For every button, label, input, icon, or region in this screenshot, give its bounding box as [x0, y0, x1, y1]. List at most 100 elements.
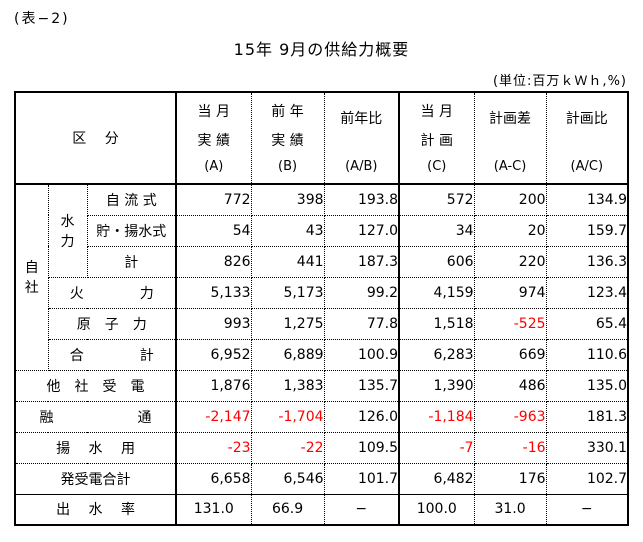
cell-value: 993	[175, 307, 252, 340]
page-title: 15年 9月の供給力概要	[233, 40, 410, 59]
header-yoy-ratio: 前年比 (A/B)	[323, 91, 401, 185]
cell-value: 669	[473, 338, 547, 371]
row-label: 火 力	[47, 276, 178, 309]
cell-value: 486	[473, 369, 547, 402]
cell-value: -1,704	[250, 400, 325, 433]
row-label: 揚 水 用	[14, 431, 178, 464]
cell-value: 66.9	[250, 493, 325, 526]
row-label: 自 流 式	[86, 183, 178, 216]
cell-value: 6,482	[398, 462, 475, 495]
cell-value: 123.4	[545, 276, 629, 309]
header-previous-year-actual: 前 年 実 績 (B)	[250, 91, 325, 185]
header-plan-ratio: 計画比 (A/C)	[545, 91, 629, 185]
cell-value: -7	[398, 431, 475, 464]
cell-value: 110.6	[545, 338, 629, 371]
header-row: 区 分 当 月 実 績 (A) 前 年 実 績 (B)	[14, 91, 629, 185]
cell-value: 135.7	[323, 369, 401, 402]
row-label: 計	[86, 245, 178, 278]
row-label: 貯・揚水式	[86, 214, 178, 247]
cell-value: 159.7	[545, 214, 629, 247]
cell-value: 5,133	[175, 276, 252, 309]
unit-note: (単位:百万ｋＷｈ,%)	[492, 74, 627, 89]
cell-value: -525	[473, 307, 547, 340]
cell-value: 5,173	[250, 276, 325, 309]
cell-value: -1,184	[398, 400, 475, 433]
cell-value: 772	[175, 183, 252, 216]
cell-value: 193.8	[323, 183, 401, 216]
cell-value: 826	[175, 245, 252, 278]
table-number-label: (表−2)	[14, 11, 70, 27]
cell-value: -22	[250, 431, 325, 464]
row-label: 発受電合計	[14, 462, 178, 495]
cell-value: 100.9	[323, 338, 401, 371]
cell-value: 6,546	[250, 462, 325, 495]
header-current-actual: 当 月 実 績 (A)	[175, 91, 252, 185]
supply-summary-table: 区 分 当 月 実 績 (A) 前 年 実 績 (B)	[14, 91, 630, 526]
cell-value: 109.5	[323, 431, 401, 464]
cell-value: 1,383	[250, 369, 325, 402]
cell-value: 441	[250, 245, 325, 278]
table-row-purchased-power: 他 社 受 電 1,876 1,383 135.7 1,390 486 135.…	[14, 369, 629, 402]
cell-value: 102.7	[545, 462, 629, 495]
cell-value: 126.0	[323, 400, 401, 433]
cell-value: 200	[473, 183, 547, 216]
cell-value: 99.2	[323, 276, 401, 309]
table-row-water-flow-rate: 出 水 率 131.0 66.9 − 100.0 31.0 −	[14, 493, 629, 526]
cell-value: 330.1	[545, 431, 629, 464]
cell-value: 100.0	[398, 493, 475, 526]
header-plan-difference: 計画差 (A-C)	[473, 91, 547, 185]
cell-value: −	[323, 493, 401, 526]
cell-value: 1,275	[250, 307, 325, 340]
table-row-hydro-pumped: 貯・揚水式 54 43 127.0 34 20 159.7	[15, 214, 629, 247]
cell-value: 6,658	[175, 462, 252, 495]
group-label-hydro: 水 力	[47, 183, 88, 278]
table-row-interchange: 融 通 -2,147 -1,704 126.0 -1,184 -963 181.…	[14, 400, 629, 433]
header-current-plan: 当 月 計 画 (C)	[398, 91, 475, 185]
cell-value: 136.3	[545, 245, 629, 278]
table-row-thermal: 火 力 5,133 5,173 99.2 4,159 974 123.4	[15, 276, 629, 309]
table-row-pumping-use: 揚 水 用 -23 -22 109.5 -7 -16 330.1	[14, 431, 629, 464]
cell-value: 31.0	[473, 493, 547, 526]
cell-value: -16	[473, 431, 547, 464]
cell-value: 1,518	[398, 307, 475, 340]
cell-value: 187.3	[323, 245, 401, 278]
row-label: 他 社 受 電	[14, 369, 178, 402]
cell-value: 65.4	[545, 307, 629, 340]
table-row-grand-total: 発受電合計 6,658 6,546 101.7 6,482 176 102.7	[14, 462, 629, 495]
cell-value: 34	[398, 214, 475, 247]
cell-value: -963	[473, 400, 547, 433]
row-label: 合 計	[47, 338, 178, 371]
cell-value: 77.8	[323, 307, 401, 340]
cell-value: −	[545, 493, 629, 526]
cell-value: 6,952	[175, 338, 252, 371]
cell-value: 127.0	[323, 214, 401, 247]
cell-value: 606	[398, 245, 475, 278]
table-row-hydro-runofriver: 自 社 水 力 自 流 式 772 398 193.8 572 200 134.…	[14, 183, 629, 371]
header-category: 区 分	[14, 91, 178, 185]
cell-value: 572	[398, 183, 475, 216]
row-label: 融 通	[14, 400, 178, 433]
cell-value: 54	[175, 214, 252, 247]
cell-value: 43	[250, 214, 325, 247]
cell-value: 134.9	[545, 183, 629, 216]
cell-value: -2,147	[175, 400, 252, 433]
cell-value: 20	[473, 214, 547, 247]
cell-value: 6,889	[250, 338, 325, 371]
cell-value: 398	[250, 183, 325, 216]
group-label-own-company: 自 社	[14, 183, 49, 371]
cell-value: 6,283	[398, 338, 475, 371]
cell-value: 1,876	[175, 369, 252, 402]
cell-value: 4,159	[398, 276, 475, 309]
row-label: 原 子 力	[47, 307, 178, 340]
cell-value: 131.0	[175, 493, 252, 526]
row-label: 出 水 率	[14, 493, 178, 526]
cell-value: 101.7	[323, 462, 401, 495]
cell-value: 135.0	[545, 369, 629, 402]
table-row-own-total: 合 計 6,952 6,889 100.9 6,283 669 110.6	[15, 338, 629, 371]
table-row-hydro-subtotal: 計 826 441 187.3 606 220 136.3	[15, 245, 629, 278]
cell-value: 974	[473, 276, 547, 309]
cell-value: -23	[175, 431, 252, 464]
table-row-nuclear: 原 子 力 993 1,275 77.8 1,518 -525 65.4	[15, 307, 629, 340]
cell-value: 1,390	[398, 369, 475, 402]
